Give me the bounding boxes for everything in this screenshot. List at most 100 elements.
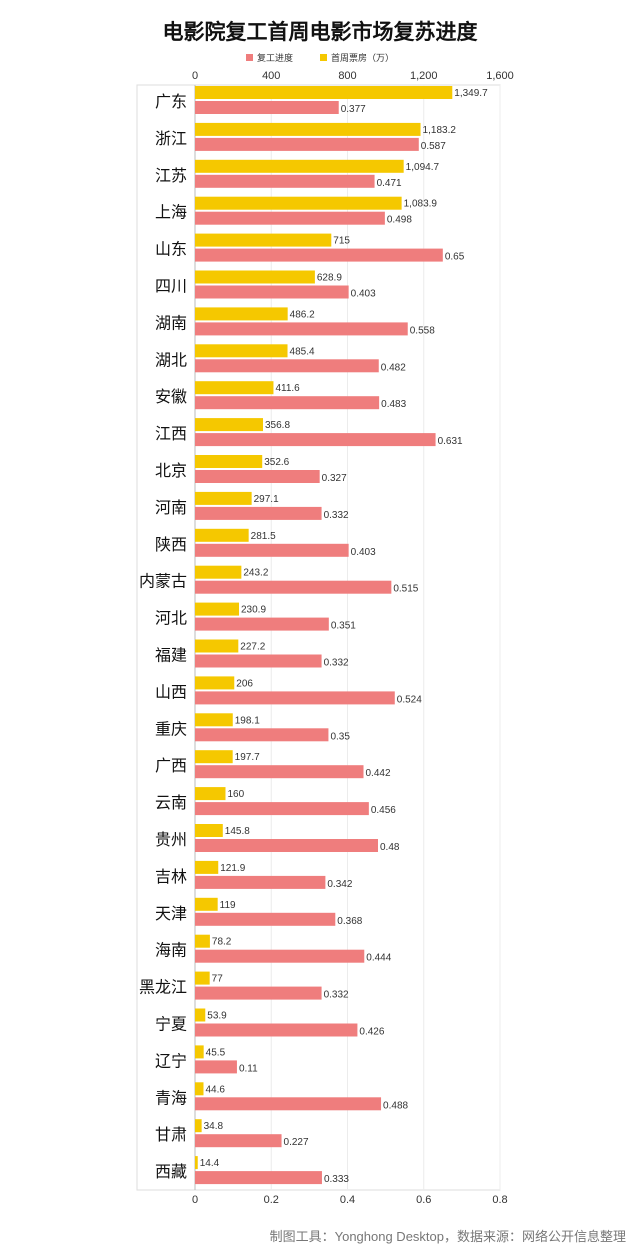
- box-office-value-label: 1,094.7: [406, 162, 440, 173]
- category-label: 西藏: [155, 1163, 187, 1181]
- legend-item-recovery[interactable]: 复工进度: [246, 51, 293, 64]
- category-label: 山西: [155, 683, 187, 701]
- category-label: 陕西: [155, 536, 187, 554]
- category-label: 湖南: [155, 314, 187, 332]
- category-label: 青海: [155, 1089, 187, 1107]
- recovery-bar: [195, 1060, 237, 1074]
- box-office-bar: [195, 270, 315, 284]
- recovery-value-label: 0.587: [421, 141, 446, 152]
- box-office-bar: [195, 1119, 202, 1133]
- box-office-value-label: 297.1: [254, 494, 279, 505]
- recovery-bar: [195, 396, 380, 410]
- box-office-value-label: 243.2: [243, 568, 268, 579]
- source-note: 制图工具：Yonghong Desktop，数据来源：网络公开信息整理: [269, 1229, 626, 1244]
- recovery-value-label: 0.515: [393, 584, 418, 595]
- recovery-value-label: 0.351: [331, 621, 356, 632]
- recovery-value-label: 0.35: [330, 731, 350, 742]
- recovery-bar: [195, 912, 336, 926]
- box-office-value-label: 1,183.2: [423, 125, 457, 136]
- recovery-bar: [195, 211, 385, 225]
- bottom-axis-tick-label: 0.6: [416, 1194, 431, 1206]
- recovery-value-label: 0.333: [324, 1174, 349, 1185]
- bottom-axis-tick-label: 0.4: [340, 1194, 355, 1206]
- category-label: 云南: [155, 794, 187, 812]
- recovery-bar: [195, 617, 329, 631]
- legend-item-box-office[interactable]: 首周票房（万）: [320, 51, 394, 64]
- recovery-value-label: 0.227: [284, 1137, 309, 1148]
- category-label: 江苏: [155, 167, 187, 185]
- recovery-value-label: 0.482: [381, 362, 406, 373]
- box-office-value-label: 485.4: [290, 346, 315, 357]
- recovery-value-label: 0.332: [324, 658, 349, 669]
- bottom-axis-tick-label: 0.8: [492, 1194, 507, 1206]
- box-office-bar: [195, 860, 219, 874]
- box-office-bar: [195, 418, 264, 432]
- box-office-value-label: 356.8: [265, 420, 290, 431]
- box-office-bar: [195, 196, 402, 210]
- box-office-bar: [195, 381, 274, 395]
- top-axis-tick-label: 0: [192, 70, 198, 82]
- box-office-bar: [195, 824, 223, 837]
- recovery-bar: [195, 1171, 322, 1185]
- recovery-value-label: 0.368: [337, 916, 362, 927]
- category-label: 安徽: [155, 388, 187, 406]
- recovery-value-label: 0.11: [239, 1063, 258, 1074]
- category-label: 广东: [155, 93, 187, 111]
- category-label: 吉林: [155, 868, 187, 886]
- recovery-bar: [195, 1134, 282, 1148]
- legend-label-box-office: 首周票房（万）: [331, 53, 395, 63]
- category-label: 山东: [155, 241, 187, 259]
- box-office-bar: [195, 750, 233, 764]
- recovery-bar: [195, 691, 395, 705]
- box-office-value-label: 198.1: [235, 715, 260, 726]
- box-office-bar: [195, 233, 332, 247]
- box-office-value-label: 77: [212, 974, 224, 985]
- recovery-value-label: 0.403: [351, 289, 376, 300]
- legend: 复工进度 首周票房（万）: [0, 51, 640, 65]
- recovery-bar: [195, 839, 378, 852]
- category-label: 广西: [155, 757, 187, 775]
- box-office-value-label: 628.9: [317, 273, 342, 284]
- box-office-bar: [195, 1008, 206, 1022]
- box-office-bar: [195, 86, 453, 99]
- recovery-value-label: 0.524: [397, 694, 422, 705]
- category-label: 北京: [155, 462, 187, 480]
- recovery-bar: [195, 580, 392, 594]
- recovery-bar: [195, 322, 408, 336]
- recovery-value-label: 0.558: [410, 325, 435, 336]
- recovery-value-label: 0.342: [327, 879, 352, 890]
- box-office-value-label: 352.6: [264, 457, 289, 468]
- recovery-value-label: 0.471: [377, 178, 402, 189]
- box-office-value-label: 119: [220, 900, 236, 911]
- box-office-value-label: 44.6: [206, 1084, 226, 1095]
- box-office-bar: [195, 455, 263, 468]
- category-label: 四川: [155, 279, 187, 296]
- recovery-value-label: 0.631: [438, 436, 463, 447]
- category-label: 天津: [155, 905, 187, 923]
- recovery-value-label: 0.444: [366, 953, 391, 964]
- category-label: 浙江: [155, 130, 187, 148]
- box-office-bar: [195, 676, 235, 690]
- legend-swatch-box-office: [320, 54, 327, 61]
- legend-swatch-recovery: [246, 54, 253, 61]
- category-label: 江西: [155, 425, 187, 443]
- top-axis-tick-label: 400: [262, 70, 280, 82]
- recovery-bar: [195, 285, 349, 299]
- box-office-value-label: 197.7: [235, 752, 260, 763]
- recovery-value-label: 0.442: [366, 768, 391, 779]
- box-office-value-label: 160: [228, 789, 245, 800]
- box-office-bar: [195, 934, 210, 948]
- category-label: 上海: [155, 204, 187, 222]
- recovery-value-label: 0.327: [322, 473, 347, 484]
- box-office-value-label: 230.9: [241, 605, 266, 616]
- category-label: 宁夏: [155, 1016, 187, 1034]
- recovery-value-label: 0.456: [371, 805, 396, 816]
- box-office-value-label: 14.4: [200, 1158, 220, 1169]
- box-office-bar: [195, 971, 210, 985]
- box-office-value-label: 45.5: [206, 1047, 226, 1058]
- box-office-value-label: 53.9: [207, 1011, 227, 1022]
- box-office-value-label: 206: [236, 678, 253, 689]
- category-label: 福建: [155, 647, 187, 665]
- bottom-axis-tick-label: 0: [192, 1194, 198, 1206]
- category-label: 湖北: [155, 351, 187, 369]
